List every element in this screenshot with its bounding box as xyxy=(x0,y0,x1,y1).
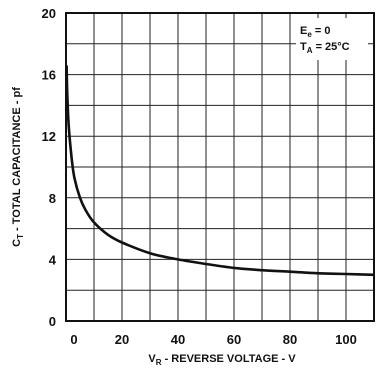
x-tick-label: 80 xyxy=(283,332,297,347)
y-tick-label: 12 xyxy=(42,129,56,144)
x-tick-label: 60 xyxy=(227,332,241,347)
x-tick-label: 0 xyxy=(70,332,77,347)
x-tick-label: 40 xyxy=(171,332,185,347)
annotation-line-1: Ee = 0 xyxy=(300,25,330,39)
plot-frame xyxy=(65,12,375,322)
y-tick-label: 0 xyxy=(49,314,56,329)
annotation-line-2: TA = 25°C xyxy=(300,41,350,55)
y-axis-label: CT - TOTAL CAPACITANCE - pf xyxy=(11,87,25,247)
y-tick-labels: 0 4 8 12 16 20 xyxy=(42,6,57,329)
x-tick-labels: 0 20 40 60 80 100 xyxy=(70,332,356,347)
y-tick-label: 16 xyxy=(42,68,56,83)
x-tick-label: 100 xyxy=(335,332,357,347)
x-axis-label: VR - REVERSE VOLTAGE - V xyxy=(148,353,296,367)
y-tick-label: 8 xyxy=(49,191,56,206)
y-tick-label: 20 xyxy=(42,6,56,21)
x-tick-label: 20 xyxy=(115,332,129,347)
capacitance-curve xyxy=(65,65,375,277)
annotation-box xyxy=(296,18,368,60)
y-tick-label: 4 xyxy=(49,252,57,267)
